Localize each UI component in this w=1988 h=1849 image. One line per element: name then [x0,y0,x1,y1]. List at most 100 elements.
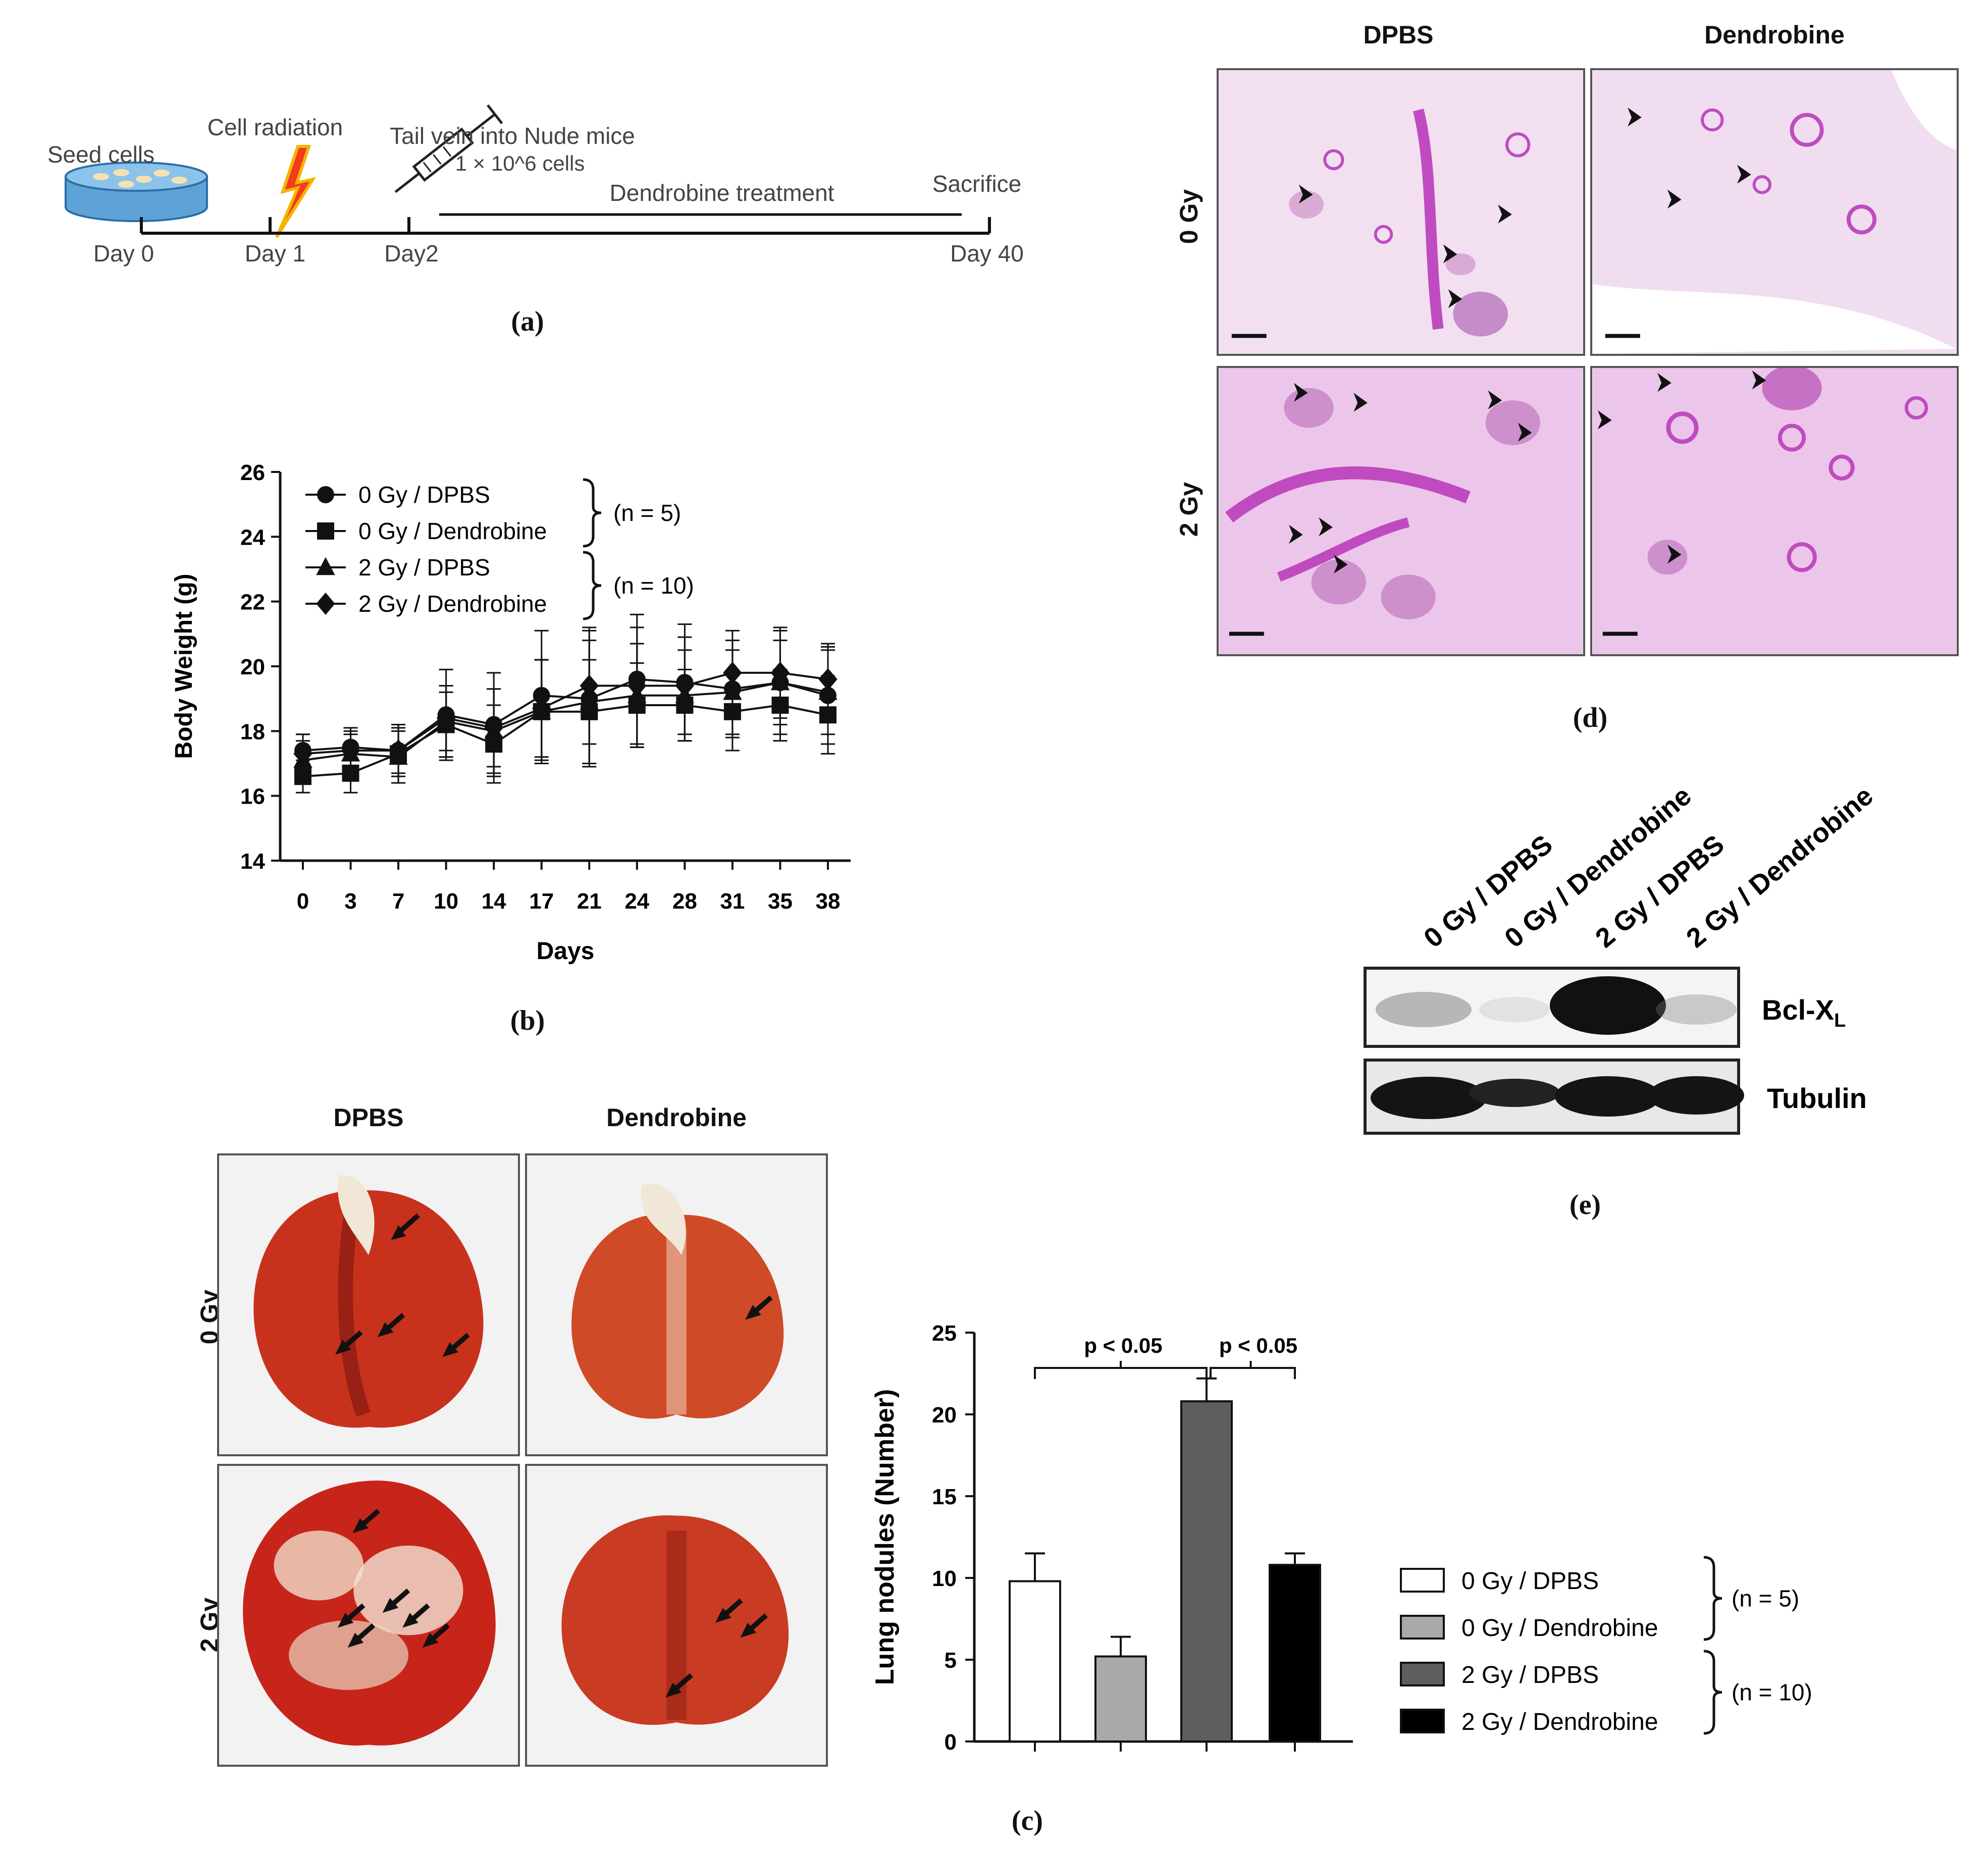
y-tick-label: 5 [945,1648,957,1673]
panel-a-label: (a) [511,306,544,337]
histology-2gy-dpbs [1217,366,1585,656]
legend-label: 2 Gy / DPBS [358,554,490,580]
x-axis-title: Days [537,938,595,965]
legend-swatch [1400,1568,1445,1593]
histology-0gy-dendrobine [1590,68,1959,356]
x-tick-label: 24 [624,889,649,914]
legend-brace [1703,1650,1722,1735]
x-tick-label: 28 [672,889,697,914]
scale-bar [1602,631,1638,636]
bar [1180,1400,1233,1742]
legend-label: 0 Gy / DPBS [1461,1568,1599,1595]
day-label: Day 40 [950,240,1024,267]
legend-label: 2 Gy / DPBS [1461,1662,1599,1688]
column-header-dpbs: DPBS [1363,21,1434,49]
x-tick-label: 31 [720,889,745,914]
legend-label: 0 Gy / Dendrobine [358,518,547,544]
legend: 0 Gy / DPBS 0 Gy / Dendrobine 2 Gy / DPBS 2… [1400,1556,1812,1735]
arrow-icon [402,1603,430,1628]
syringe-icon [394,104,503,193]
arrowhead-icon [1448,289,1462,308]
lung-photo-0gy-dpbs [217,1153,520,1456]
data-point [723,661,742,684]
y-tick-label: 16 [240,784,265,809]
lung-photo-2gy-dpbs [217,1464,520,1767]
x-tick-label: 38 [816,889,841,914]
column-header-dendrobine: Dendrobine [1704,21,1845,49]
data-point [317,522,334,540]
arrowhead-icon [1353,393,1368,412]
panel-b-label: (b) [510,1005,545,1036]
arrowhead-icon [1657,373,1671,392]
legend-group-label: (n = 5) [1732,1586,1799,1612]
histology-0gy-dpbs [1217,68,1585,356]
arrowhead-icon [1628,107,1642,127]
y-tick-label: 26 [240,460,265,485]
arrow-icon [715,1598,743,1623]
legend-swatch [1400,1709,1445,1733]
arrowhead-icon [1498,204,1512,224]
significance-bracket [1034,1367,1208,1379]
row-label-2gy: 2 Gy [1175,482,1203,537]
arrowhead-icon [1752,370,1766,390]
scale-bar [1229,631,1264,636]
legend-label: 2 Gy / Dendrobine [358,591,547,617]
data-point [818,668,838,691]
legend-brace [583,478,602,548]
arrowhead-icon [1488,390,1502,409]
x-tick-label: 0 [297,889,309,914]
x-tick-label: 14 [482,889,506,914]
panel-c-label: (c) [1011,1805,1043,1836]
arrowhead-icon [1293,383,1308,402]
arrowhead-icon [1667,545,1682,564]
legend-swatch [1400,1662,1445,1686]
arrowhead-icon [1298,184,1313,204]
legend-label: 0 Gy / DPBS [358,482,490,508]
cell-radiation-label: Cell radiation [207,114,343,140]
arrowhead-icon [1319,517,1333,537]
dendrobine-treatment-label: Dendrobine treatment [610,180,834,206]
panel-c-photo-grid: DPBS Dendrobine 0 Gy 2 Gy [0,0,858,1817]
y-tick-label: 14 [240,849,265,874]
legend-group-label: (n = 5) [613,500,681,526]
y-tick-label: 0 [945,1730,957,1755]
data-point [316,557,335,575]
petri-dish-icon [65,162,208,222]
arrow-icon [382,1588,410,1613]
legend-group-label: (n = 10) [1732,1679,1812,1706]
scale-bar [1605,334,1640,338]
legend-swatch [1400,1615,1445,1640]
cells-count-label: 1 × 10^6 cells [455,151,585,175]
body-weight-chart: 14 16 18 20 22 24 26 0 3 7 10 14 17 21 24 28 31 35 38 Days B… [171,460,851,965]
legend-brace [583,551,602,620]
arrow-icon [391,1213,420,1240]
y-axis-title: Body Weight (g) [171,573,197,759]
legend-group-label: (n = 10) [613,572,694,599]
day-label: Day2 [384,240,438,267]
lung-nodules-chart: 0 5 10 15 20 25 Lung nodules (Number) p < 0.05 p… [870,1321,1812,1755]
x-tick-label: 35 [768,889,793,914]
x-tick-label: 17 [529,889,554,914]
tubulin-label: Tubulin [1767,1082,1867,1114]
legend-label: 2 Gy / Dendrobine [1461,1709,1658,1735]
significance-label: p < 0.05 [1219,1334,1297,1357]
x-tick-label: 7 [392,889,404,914]
lung-photo-2gy-dendrobine [525,1464,828,1767]
bcl-xl-label: Bcl-XL [1762,994,1846,1031]
arrowhead-icon [1333,554,1348,574]
significance-label: p < 0.05 [1084,1334,1162,1357]
tail-vein-label: Tail vein into Nude mice [390,123,635,149]
data-point [436,707,456,729]
panel-d-histology-grid: DPBS Dendrobine 0 Gy 2 Gy [0,0,1988,757]
day-label: Day 1 [245,240,305,267]
histology-2gy-dendrobine [1590,366,1959,656]
arrowhead-icon [1518,422,1532,442]
tubulin-blot [1364,1059,1744,1135]
arrow-icon [745,1295,773,1320]
sacrifice-label: Sacrifice [932,171,1021,197]
column-header-dendrobine: Dendrobine [606,1103,747,1132]
lightning-icon [275,145,317,238]
arrowhead-icon [1597,410,1612,430]
arrow-icon [442,1333,470,1357]
y-tick-label: 20 [240,655,265,679]
